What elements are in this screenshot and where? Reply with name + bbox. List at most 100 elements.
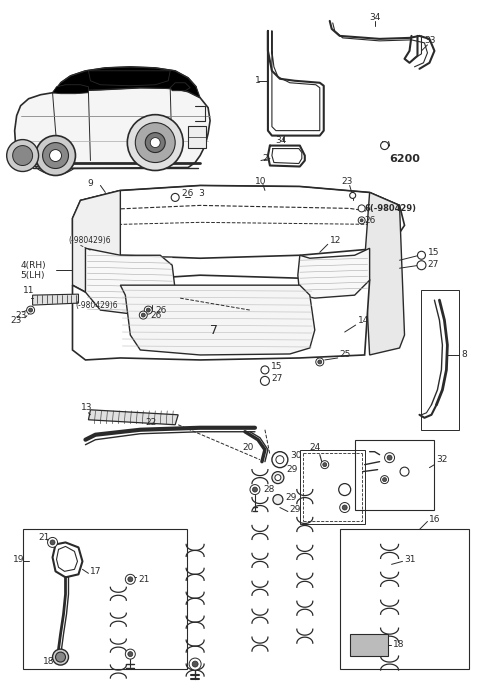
Text: 23: 23 xyxy=(16,310,27,320)
Circle shape xyxy=(418,251,425,259)
Circle shape xyxy=(273,495,283,505)
Text: 7: 7 xyxy=(210,323,218,336)
Polygon shape xyxy=(52,67,200,98)
Text: 27: 27 xyxy=(271,375,282,384)
Circle shape xyxy=(358,205,365,212)
Circle shape xyxy=(146,308,150,312)
Text: 33: 33 xyxy=(424,36,436,45)
Circle shape xyxy=(358,217,365,224)
Circle shape xyxy=(400,467,409,476)
Circle shape xyxy=(321,460,329,469)
Circle shape xyxy=(261,366,269,374)
Text: 8: 8 xyxy=(461,351,467,360)
Polygon shape xyxy=(85,248,175,315)
Polygon shape xyxy=(33,294,78,305)
Text: 34: 34 xyxy=(275,136,286,145)
Circle shape xyxy=(26,306,35,314)
Circle shape xyxy=(50,540,55,545)
Circle shape xyxy=(272,451,288,468)
Circle shape xyxy=(340,503,350,512)
Text: 32: 32 xyxy=(436,455,448,464)
Text: 4(RH): 4(RH) xyxy=(21,261,46,270)
Circle shape xyxy=(171,193,179,201)
Circle shape xyxy=(150,138,160,147)
Circle shape xyxy=(49,149,61,162)
Text: (-980429)6: (-980429)6 xyxy=(75,301,118,310)
Circle shape xyxy=(387,455,392,460)
Text: 24: 24 xyxy=(310,443,321,452)
Polygon shape xyxy=(88,71,170,86)
Circle shape xyxy=(272,472,284,484)
Polygon shape xyxy=(298,248,370,298)
Circle shape xyxy=(381,475,389,484)
Circle shape xyxy=(276,456,284,464)
Text: 14: 14 xyxy=(358,316,369,325)
Text: 1: 1 xyxy=(255,76,261,85)
Circle shape xyxy=(125,574,135,584)
Polygon shape xyxy=(72,186,405,258)
Text: 26  3: 26 3 xyxy=(182,189,205,198)
Circle shape xyxy=(7,140,38,171)
Circle shape xyxy=(43,142,69,169)
Circle shape xyxy=(141,313,145,317)
Text: 23: 23 xyxy=(342,177,353,186)
Circle shape xyxy=(323,462,327,466)
Text: 21: 21 xyxy=(38,533,50,542)
Circle shape xyxy=(36,136,75,175)
Text: 30: 30 xyxy=(290,451,301,460)
Bar xyxy=(421,290,459,429)
Circle shape xyxy=(339,484,351,495)
Circle shape xyxy=(12,146,33,166)
Polygon shape xyxy=(120,285,315,355)
Text: 22: 22 xyxy=(145,419,156,427)
Text: 34: 34 xyxy=(370,14,381,23)
Circle shape xyxy=(383,477,386,482)
Text: 18: 18 xyxy=(393,640,404,649)
Circle shape xyxy=(350,192,356,199)
Text: 29: 29 xyxy=(285,493,296,502)
Text: 11: 11 xyxy=(23,286,34,295)
Polygon shape xyxy=(72,275,370,360)
Circle shape xyxy=(128,651,133,657)
Circle shape xyxy=(316,358,324,366)
Text: 2: 2 xyxy=(262,154,267,163)
Text: 10: 10 xyxy=(255,177,266,186)
Text: 20: 20 xyxy=(242,443,253,452)
Text: 6(-980429): 6(-980429) xyxy=(365,204,417,213)
Text: 6200: 6200 xyxy=(390,153,420,164)
Text: 26: 26 xyxy=(155,306,167,314)
Bar xyxy=(355,440,434,510)
Text: 5(LH): 5(LH) xyxy=(21,271,45,279)
Circle shape xyxy=(128,577,133,582)
Text: 18: 18 xyxy=(43,657,54,666)
Circle shape xyxy=(342,505,347,510)
Circle shape xyxy=(261,376,269,386)
Polygon shape xyxy=(365,192,405,355)
Text: 28: 28 xyxy=(263,485,274,494)
Circle shape xyxy=(127,114,183,171)
Circle shape xyxy=(144,306,152,314)
Text: 29: 29 xyxy=(286,465,297,474)
Text: (-980429)6: (-980429)6 xyxy=(69,236,111,245)
Bar xyxy=(188,125,206,147)
Text: 17: 17 xyxy=(90,566,102,576)
Circle shape xyxy=(125,649,135,659)
Circle shape xyxy=(145,133,165,153)
Circle shape xyxy=(29,308,33,312)
Polygon shape xyxy=(88,410,178,425)
Text: 21: 21 xyxy=(138,575,150,584)
Circle shape xyxy=(252,487,257,492)
Circle shape xyxy=(384,453,395,462)
Bar xyxy=(23,530,187,669)
Circle shape xyxy=(360,219,363,222)
Circle shape xyxy=(417,261,426,270)
Circle shape xyxy=(52,649,69,665)
Polygon shape xyxy=(15,88,210,169)
Text: 19: 19 xyxy=(12,555,24,564)
Text: 9: 9 xyxy=(87,179,93,188)
Circle shape xyxy=(192,661,198,667)
Text: 27: 27 xyxy=(428,260,439,269)
Circle shape xyxy=(56,652,65,662)
Polygon shape xyxy=(52,85,88,94)
Bar xyxy=(350,634,387,656)
